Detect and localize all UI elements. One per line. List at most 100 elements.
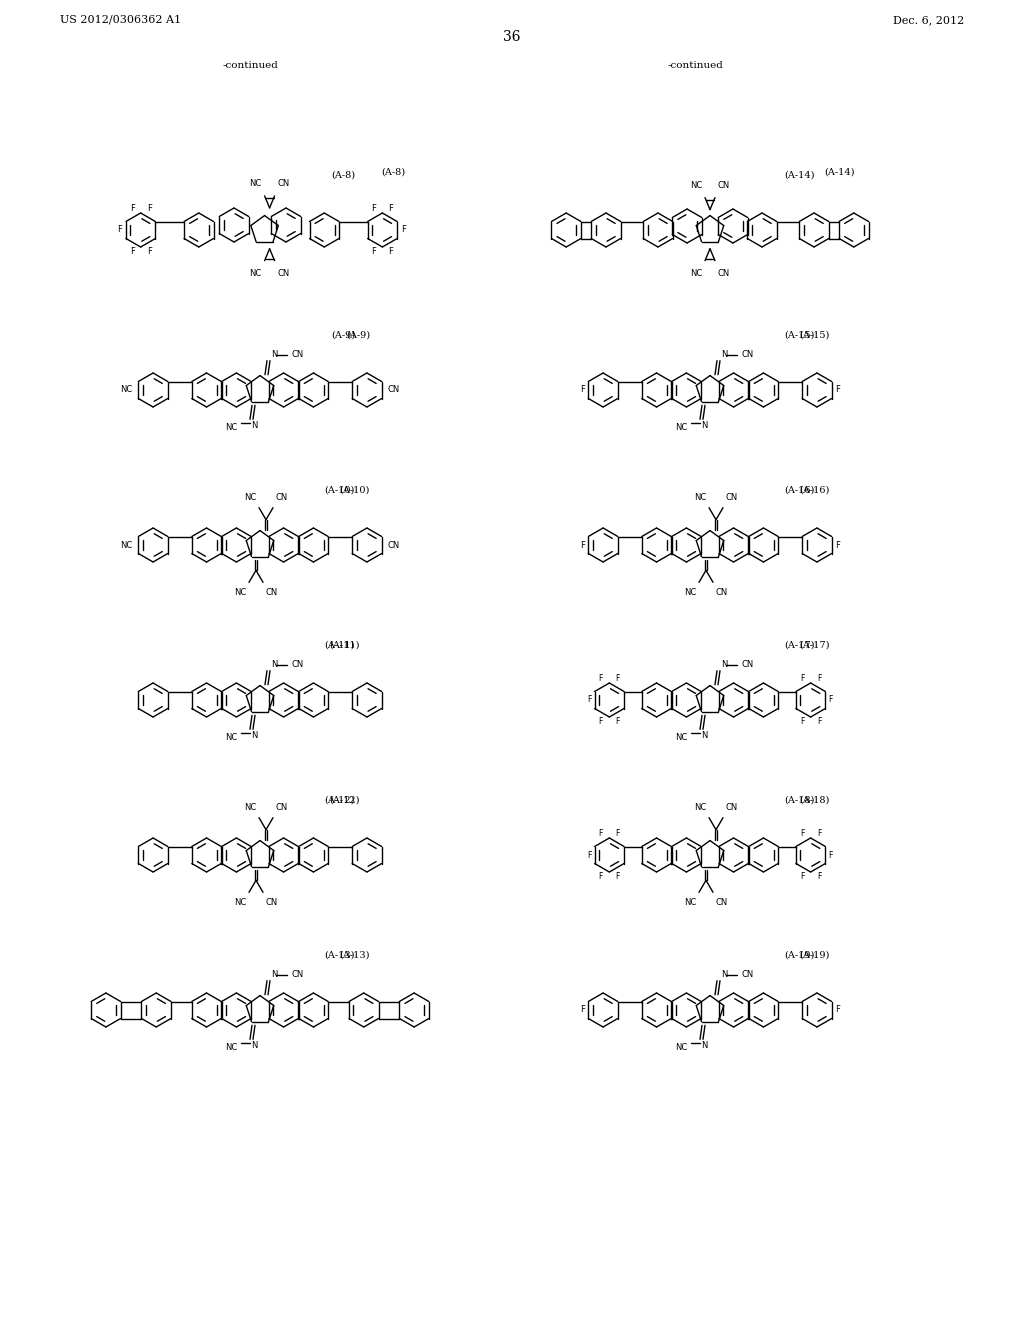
Text: CN: CN: [742, 350, 755, 359]
Text: F: F: [800, 873, 804, 880]
Text: F: F: [599, 829, 603, 838]
Text: (A-16): (A-16): [784, 486, 815, 495]
Text: (A-9): (A-9): [331, 330, 355, 339]
Text: CN: CN: [292, 350, 304, 359]
Text: F: F: [130, 205, 134, 213]
Text: (A-11): (A-11): [325, 640, 355, 649]
Text: F: F: [599, 675, 603, 682]
Text: -continued: -continued: [222, 61, 278, 70]
Text: NC: NC: [224, 424, 237, 433]
Text: F: F: [615, 717, 621, 726]
Text: F: F: [117, 226, 122, 235]
Text: NC: NC: [684, 589, 696, 597]
Text: N: N: [271, 350, 278, 359]
Text: (A-9): (A-9): [346, 330, 370, 339]
Text: F: F: [146, 205, 152, 213]
Text: N: N: [701, 731, 708, 741]
Text: F: F: [581, 540, 586, 549]
Text: N: N: [721, 660, 727, 669]
Text: CN: CN: [266, 589, 279, 597]
Text: CN: CN: [387, 540, 399, 549]
Text: CN: CN: [266, 899, 279, 907]
Text: F: F: [835, 1006, 840, 1015]
Text: NC: NC: [233, 589, 246, 597]
Text: 36: 36: [503, 30, 521, 44]
Text: (A-14): (A-14): [784, 170, 815, 180]
Text: CN: CN: [716, 899, 728, 907]
Text: F: F: [828, 850, 833, 859]
Text: CN: CN: [726, 803, 738, 812]
Text: F: F: [130, 247, 134, 256]
Text: F: F: [388, 247, 393, 256]
Text: NC: NC: [684, 899, 696, 907]
Text: CN: CN: [275, 803, 288, 812]
Text: F: F: [372, 247, 377, 256]
Text: (A-11): (A-11): [330, 640, 360, 649]
Text: CN: CN: [742, 660, 755, 669]
Text: (A-18): (A-18): [784, 796, 815, 804]
Text: F: F: [599, 873, 603, 880]
Text: CN: CN: [716, 589, 728, 597]
Text: F: F: [800, 829, 804, 838]
Text: CN: CN: [275, 492, 288, 502]
Text: NC: NC: [690, 181, 702, 190]
Text: (A-17): (A-17): [800, 640, 830, 649]
Text: N: N: [271, 970, 278, 978]
Text: (A-14): (A-14): [824, 168, 855, 177]
Text: NC: NC: [694, 492, 707, 502]
Text: (A-16): (A-16): [800, 486, 830, 495]
Text: F: F: [835, 540, 840, 549]
Text: Dec. 6, 2012: Dec. 6, 2012: [893, 15, 964, 25]
Text: CN: CN: [726, 492, 738, 502]
Text: F: F: [817, 873, 821, 880]
Text: N: N: [271, 660, 278, 669]
Text: -continued: -continued: [667, 61, 723, 70]
Text: F: F: [615, 829, 621, 838]
Text: N: N: [251, 731, 257, 741]
Text: (A-8): (A-8): [331, 170, 355, 180]
Text: CN: CN: [292, 660, 304, 669]
Text: (A-10): (A-10): [340, 486, 370, 495]
Text: F: F: [828, 696, 833, 705]
Text: (A-15): (A-15): [784, 330, 815, 339]
Text: NC: NC: [244, 492, 256, 502]
Text: N: N: [721, 970, 727, 978]
Text: NC: NC: [675, 1043, 687, 1052]
Text: F: F: [615, 675, 621, 682]
Text: NC: NC: [250, 269, 262, 277]
Text: CN: CN: [387, 385, 399, 395]
Text: NC: NC: [233, 899, 246, 907]
Text: F: F: [401, 226, 406, 235]
Text: NC: NC: [675, 424, 687, 433]
Text: (A-19): (A-19): [800, 950, 830, 960]
Text: US 2012/0306362 A1: US 2012/0306362 A1: [60, 15, 181, 25]
Text: F: F: [587, 850, 592, 859]
Text: CN: CN: [292, 970, 304, 979]
Text: F: F: [800, 717, 804, 726]
Text: N: N: [251, 421, 257, 430]
Text: (A-12): (A-12): [330, 796, 360, 804]
Text: CN: CN: [718, 181, 730, 190]
Text: F: F: [388, 205, 393, 213]
Text: F: F: [599, 717, 603, 726]
Text: CN: CN: [278, 180, 290, 187]
Text: NC: NC: [690, 269, 702, 277]
Text: NC: NC: [244, 803, 256, 812]
Text: NC: NC: [121, 540, 133, 549]
Text: F: F: [800, 675, 804, 682]
Text: F: F: [587, 696, 592, 705]
Text: F: F: [581, 1006, 586, 1015]
Text: (A-12): (A-12): [325, 796, 355, 804]
Text: NC: NC: [224, 734, 237, 742]
Text: NC: NC: [224, 1043, 237, 1052]
Text: NC: NC: [675, 734, 687, 742]
Text: N: N: [721, 350, 727, 359]
Text: F: F: [372, 205, 377, 213]
Text: N: N: [251, 1041, 257, 1051]
Text: N: N: [701, 1041, 708, 1051]
Text: F: F: [835, 385, 840, 395]
Text: N: N: [701, 421, 708, 430]
Text: (A-19): (A-19): [784, 950, 815, 960]
Text: (A-18): (A-18): [800, 796, 830, 804]
Text: (A-10): (A-10): [325, 486, 355, 495]
